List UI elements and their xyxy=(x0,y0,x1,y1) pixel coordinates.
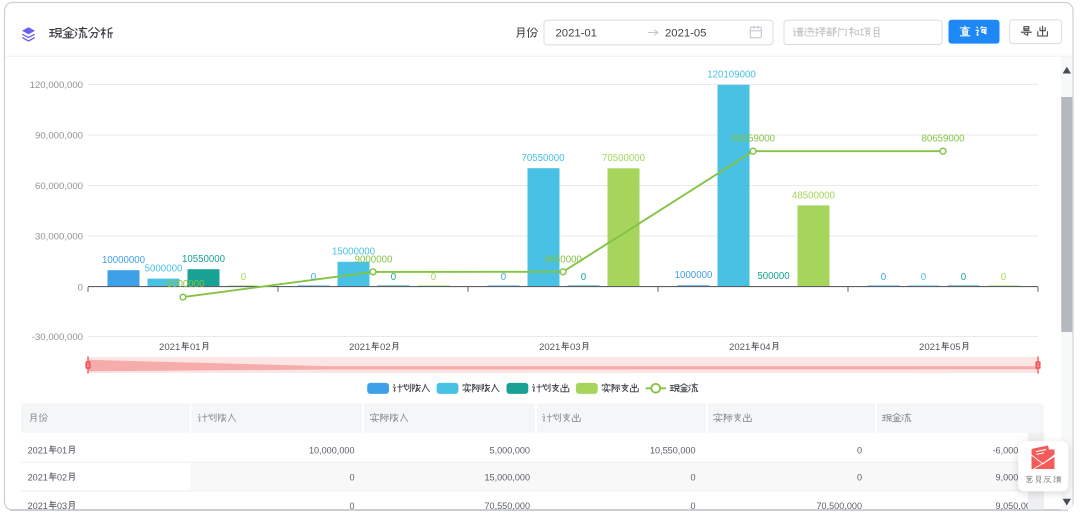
svg-text:2021: 2021 xyxy=(28,472,48,482)
svg-text:0: 0 xyxy=(690,501,695,511)
svg-text:01: 01 xyxy=(190,342,201,353)
svg-text:0: 0 xyxy=(881,272,887,283)
svg-text:04: 04 xyxy=(760,342,771,353)
svg-text:2021: 2021 xyxy=(28,445,48,455)
svg-text:10,000,000: 10,000,000 xyxy=(309,445,355,455)
svg-text:0: 0 xyxy=(431,272,437,283)
svg-text:0: 0 xyxy=(349,472,354,482)
svg-text:2021: 2021 xyxy=(28,501,48,511)
svg-text:15000000: 15000000 xyxy=(332,247,376,258)
svg-text:500000: 500000 xyxy=(757,271,790,282)
svg-text:9,000,000: 9,000,000 xyxy=(996,472,1036,482)
svg-text:70,550,000: 70,550,000 xyxy=(484,501,530,511)
svg-text:05: 05 xyxy=(950,342,961,353)
svg-text:0: 0 xyxy=(921,272,927,283)
svg-text:120109000: 120109000 xyxy=(707,70,756,81)
svg-text:-6000000: -6000000 xyxy=(164,279,206,290)
svg-text:70,500,000: 70,500,000 xyxy=(816,501,862,511)
svg-text:0: 0 xyxy=(241,272,247,283)
svg-text:0: 0 xyxy=(391,272,397,283)
svg-text:5000000: 5000000 xyxy=(145,264,183,275)
svg-text:02: 02 xyxy=(380,342,391,353)
svg-text:2021: 2021 xyxy=(159,342,180,353)
svg-text:1000000: 1000000 xyxy=(675,270,713,281)
svg-text:0: 0 xyxy=(349,501,354,511)
svg-text:-6,000,000: -6,000,000 xyxy=(993,445,1036,455)
svg-text:10,550,000: 10,550,000 xyxy=(650,445,696,455)
svg-text:90,000,000: 90,000,000 xyxy=(35,130,83,141)
svg-text:0: 0 xyxy=(501,272,507,283)
svg-text:2021: 2021 xyxy=(919,342,940,353)
svg-text:03: 03 xyxy=(570,342,581,353)
svg-text:120,000,000: 120,000,000 xyxy=(30,80,83,91)
svg-text:-30,000,000: -30,000,000 xyxy=(32,332,83,343)
svg-text:60,000,000: 60,000,000 xyxy=(35,181,83,192)
svg-text:02: 02 xyxy=(57,472,67,482)
svg-text:03: 03 xyxy=(57,501,67,511)
svg-text:80659000: 80659000 xyxy=(732,134,776,145)
svg-text:0: 0 xyxy=(581,272,587,283)
svg-text:9050000: 9050000 xyxy=(544,255,582,266)
svg-text:15,000,000: 15,000,000 xyxy=(484,472,530,482)
svg-text:2021: 2021 xyxy=(539,342,560,353)
svg-text:30,000,000: 30,000,000 xyxy=(35,231,83,242)
svg-text:5,000,000: 5,000,000 xyxy=(490,445,530,455)
svg-text:2021: 2021 xyxy=(729,342,750,353)
svg-text:10000000: 10000000 xyxy=(102,255,146,266)
svg-text:0: 0 xyxy=(857,445,862,455)
svg-text:70500000: 70500000 xyxy=(602,153,646,164)
svg-text:9,050,000: 9,050,000 xyxy=(996,501,1036,511)
svg-text:70550000: 70550000 xyxy=(521,153,565,164)
svg-text:0: 0 xyxy=(690,472,695,482)
svg-text:01: 01 xyxy=(57,445,67,455)
svg-text:80659000: 80659000 xyxy=(921,134,965,145)
svg-text:0: 0 xyxy=(78,282,83,293)
svg-text:0: 0 xyxy=(1001,272,1007,283)
svg-text:0: 0 xyxy=(311,272,317,283)
svg-text:2021-01: 2021-01 xyxy=(556,28,597,40)
svg-text:10550000: 10550000 xyxy=(182,254,226,265)
svg-text:2021: 2021 xyxy=(349,342,370,353)
svg-text:0: 0 xyxy=(961,272,967,283)
svg-text:9000000: 9000000 xyxy=(355,255,393,266)
svg-text:48500000: 48500000 xyxy=(792,190,836,201)
svg-text:2021-05: 2021-05 xyxy=(665,28,706,40)
svg-text:0: 0 xyxy=(857,472,862,482)
